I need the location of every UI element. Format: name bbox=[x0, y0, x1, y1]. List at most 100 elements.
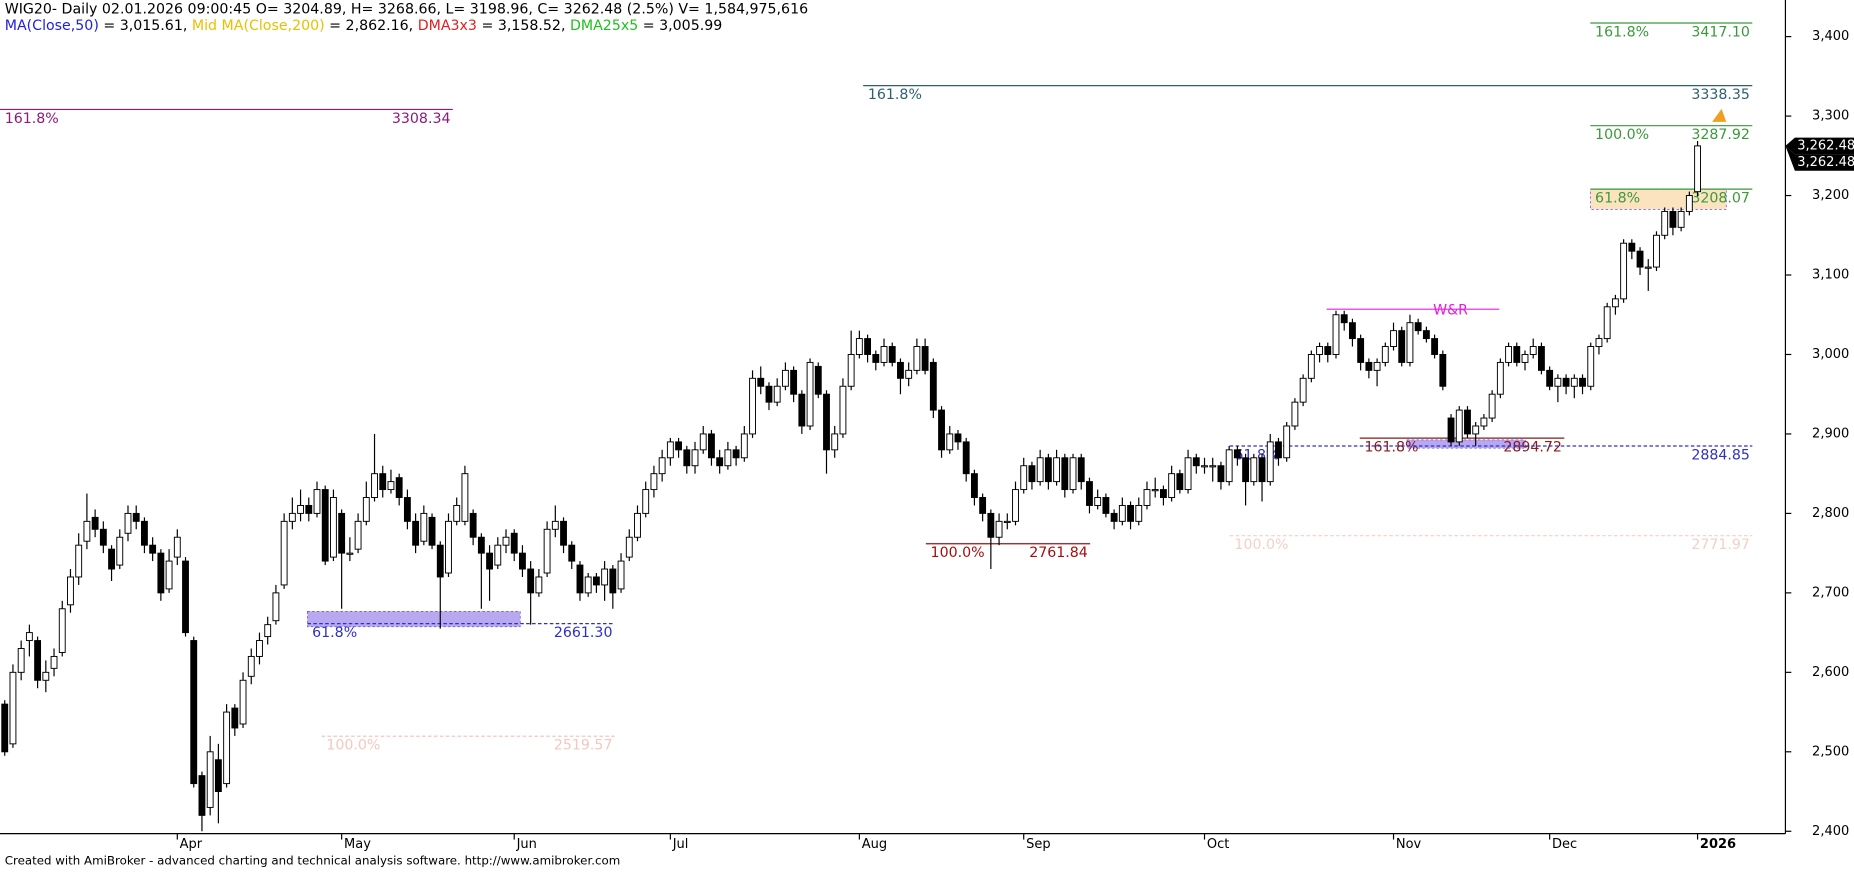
candle-body bbox=[1283, 425, 1291, 459]
candle-body bbox=[1381, 346, 1389, 363]
candle-body bbox=[1324, 346, 1332, 355]
candle-body bbox=[995, 520, 1003, 538]
fib-price: 2661.30 bbox=[554, 625, 613, 641]
candle-body bbox=[617, 560, 625, 590]
candle-body bbox=[938, 409, 945, 451]
candle-body bbox=[592, 576, 600, 586]
candle-body bbox=[551, 520, 559, 530]
candle-body bbox=[1266, 441, 1274, 483]
candle-body bbox=[239, 679, 247, 725]
fib-price: 3338.35 bbox=[1691, 87, 1750, 103]
candle-body bbox=[1414, 322, 1422, 332]
candle-body bbox=[1669, 210, 1677, 228]
fib-price: 3287.92 bbox=[1691, 127, 1750, 143]
candle-body bbox=[1258, 457, 1266, 483]
candle-body bbox=[839, 385, 847, 435]
candle-body bbox=[650, 473, 658, 491]
indicator-name: DMA25x5 bbox=[570, 18, 638, 34]
candle-body bbox=[1135, 504, 1143, 522]
candle-body bbox=[1644, 266, 1652, 269]
y-tick-label: 2,700 bbox=[1812, 585, 1849, 600]
indicators: MA(Close,50) = 3,015.61, Mid MA(Close,20… bbox=[5, 18, 723, 34]
candle-body bbox=[1110, 512, 1118, 522]
candle-body bbox=[1521, 354, 1529, 363]
candle-body bbox=[798, 393, 806, 427]
candle-body bbox=[1316, 346, 1323, 355]
candle-body bbox=[231, 707, 239, 729]
candle-body bbox=[823, 393, 830, 451]
candle-body bbox=[256, 640, 263, 657]
y-tick-label: 3,300 bbox=[1812, 109, 1849, 124]
candle-body bbox=[897, 361, 904, 379]
candle-body bbox=[1480, 417, 1488, 427]
y-tick-label: 3,400 bbox=[1812, 29, 1849, 44]
candle-body bbox=[1118, 504, 1126, 522]
candle-body bbox=[206, 751, 214, 808]
candle-body bbox=[1603, 306, 1611, 340]
candle-body bbox=[740, 433, 748, 459]
candle-body bbox=[313, 489, 321, 514]
candle-body bbox=[773, 385, 781, 403]
candle-body bbox=[1595, 338, 1603, 348]
candle-body bbox=[921, 346, 929, 371]
candle-body bbox=[83, 520, 91, 542]
candle-body bbox=[831, 433, 839, 451]
price-tag bbox=[1785, 145, 1854, 171]
candle-body bbox=[1439, 354, 1447, 387]
fib-pct: 100.0% bbox=[1234, 537, 1288, 553]
candle-body bbox=[214, 759, 222, 793]
fib-pct: 161.8% bbox=[1595, 24, 1649, 40]
candle-body bbox=[888, 346, 896, 363]
candle-body bbox=[872, 354, 880, 363]
x-tick-label: May bbox=[344, 837, 371, 852]
candle-body bbox=[1685, 195, 1693, 212]
candle-body bbox=[346, 552, 354, 555]
candle-body bbox=[108, 548, 115, 570]
x-tick-label: 2026 bbox=[1700, 837, 1736, 852]
candle-body bbox=[1307, 354, 1315, 379]
candle-body bbox=[757, 377, 765, 387]
candle-body bbox=[1661, 210, 1669, 236]
candle-body bbox=[1053, 457, 1061, 483]
x-tick-label: Nov bbox=[1396, 837, 1422, 852]
candle-body bbox=[1365, 361, 1373, 371]
candle-body bbox=[412, 520, 420, 546]
candle-body bbox=[1694, 145, 1701, 193]
candle-body bbox=[149, 544, 157, 554]
candle-body bbox=[584, 576, 592, 594]
candle-body bbox=[9, 671, 17, 745]
candle-body bbox=[17, 648, 25, 673]
candle-body bbox=[157, 552, 165, 594]
candle-body bbox=[1398, 330, 1406, 363]
candle-body bbox=[560, 520, 567, 546]
candle-body bbox=[1151, 489, 1159, 492]
candle-body bbox=[962, 441, 970, 475]
y-tick-label: 2,400 bbox=[1812, 824, 1849, 839]
fib-pct: 61.8% bbox=[312, 625, 357, 641]
candle-body bbox=[954, 433, 962, 443]
candle-body bbox=[1012, 489, 1019, 522]
candle-body bbox=[1653, 234, 1660, 268]
indicator-value: = 3,005.99 bbox=[638, 18, 722, 34]
candle-body bbox=[1628, 242, 1636, 252]
candle-body bbox=[634, 512, 641, 538]
price-tag-label: 3,262.48 bbox=[1797, 138, 1854, 153]
candle-body bbox=[1554, 377, 1562, 387]
fib-price: 3308.34 bbox=[392, 111, 451, 127]
candle-body bbox=[141, 520, 148, 546]
candle-body bbox=[403, 497, 411, 522]
candle-body bbox=[855, 338, 863, 355]
candle-body bbox=[1406, 322, 1414, 363]
candle-body bbox=[847, 354, 855, 387]
candle-body bbox=[469, 512, 477, 538]
candle-body bbox=[428, 516, 436, 546]
fib-pct: 100.0% bbox=[931, 545, 985, 561]
candle-body bbox=[354, 520, 362, 550]
candle-body bbox=[494, 544, 502, 566]
candle-body bbox=[387, 481, 395, 491]
candle-body bbox=[1570, 377, 1578, 387]
candle-body bbox=[379, 473, 387, 491]
zone bbox=[1406, 439, 1526, 449]
candle-body bbox=[1496, 361, 1504, 395]
candle-body bbox=[666, 441, 674, 459]
